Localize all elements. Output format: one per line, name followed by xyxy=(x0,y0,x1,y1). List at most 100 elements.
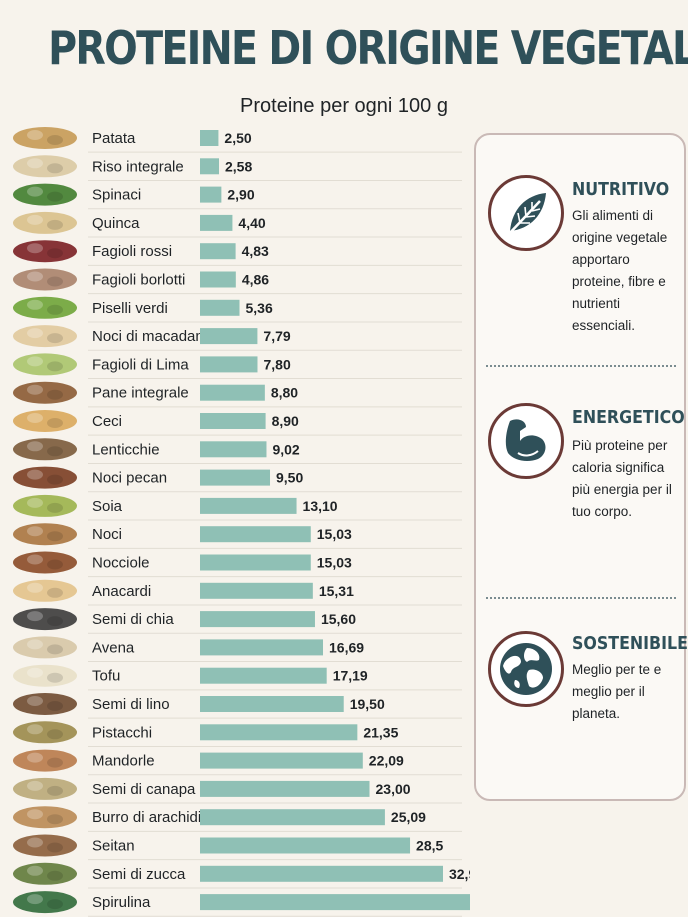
bar xyxy=(200,809,385,826)
food-image-shadow xyxy=(47,163,63,174)
bar xyxy=(200,413,266,429)
food-image-shadow xyxy=(47,899,63,910)
value-label: 28,5 xyxy=(416,838,443,854)
food-image-highlight xyxy=(27,554,43,565)
value-label: 16,69 xyxy=(329,639,364,655)
food-image-icon xyxy=(13,551,77,574)
food-image-icon xyxy=(13,664,77,687)
food-label: Soia xyxy=(92,498,123,515)
value-label: 9,50 xyxy=(276,470,303,486)
bar xyxy=(200,752,363,769)
food-image-shadow xyxy=(47,135,63,145)
food-label: Burro di arachidi xyxy=(92,809,201,826)
food-label: Semi di zucca xyxy=(92,866,186,883)
bar xyxy=(200,356,258,373)
food-image-highlight xyxy=(27,611,43,622)
bar xyxy=(200,243,236,260)
food-image-highlight xyxy=(27,837,43,848)
food-image-shadow xyxy=(47,785,63,796)
globe-icon xyxy=(488,631,564,707)
food-image-shadow xyxy=(47,361,63,372)
bar xyxy=(200,384,265,401)
panel-heading: ENERGETICO xyxy=(572,407,685,428)
food-image-highlight xyxy=(27,130,43,140)
food-image-shadow xyxy=(47,389,63,400)
food-image-icon xyxy=(13,325,77,348)
bar xyxy=(200,497,297,514)
food-image-icon xyxy=(13,410,77,432)
bar xyxy=(200,299,240,316)
food-image-highlight xyxy=(27,865,43,876)
value-label: 5,36 xyxy=(246,300,273,316)
food-image-icon xyxy=(13,183,77,206)
food-image-icon xyxy=(13,438,77,461)
bar xyxy=(200,639,324,656)
panel-text: Più proteine per caloria significa più e… xyxy=(572,438,672,519)
value-label: 9,02 xyxy=(272,441,299,457)
bar xyxy=(200,611,315,628)
food-image-icon xyxy=(13,636,77,659)
value-label: 8,80 xyxy=(271,385,298,401)
panel-section-sostenibile: SOSTENIBILE Meglio per te e meglio per i… xyxy=(476,631,688,801)
food-image-highlight xyxy=(27,299,43,310)
food-image-icon xyxy=(13,579,77,602)
food-label: Fagioli borlotti xyxy=(92,272,185,289)
food-image-highlight xyxy=(27,186,43,197)
food-image-highlight xyxy=(27,667,43,678)
chart-subtitle: Proteine per ogni 100 g xyxy=(240,95,448,117)
food-image-shadow xyxy=(47,191,63,202)
food-label: Semi di chia xyxy=(92,611,174,628)
food-image-icon xyxy=(13,296,77,319)
food-image-icon xyxy=(13,268,77,291)
value-label: 32,97 xyxy=(449,866,470,882)
bar xyxy=(200,780,370,797)
food-image-shadow xyxy=(47,304,63,315)
food-image-shadow xyxy=(47,446,63,457)
food-image-shadow xyxy=(47,418,63,428)
leaf-icon xyxy=(488,175,564,251)
food-label: Semi di canapa xyxy=(92,781,196,798)
bar xyxy=(200,130,219,146)
food-image-highlight xyxy=(27,497,43,508)
food-image-shadow xyxy=(47,814,63,825)
food-label: Piselli verdi xyxy=(92,300,168,317)
food-label: Pane integrale xyxy=(92,385,189,402)
food-image-shadow xyxy=(47,616,63,627)
bar xyxy=(200,696,344,712)
food-image-shadow xyxy=(47,219,63,230)
food-label: Noci di macadamia xyxy=(92,328,220,345)
value-label: 2,50 xyxy=(224,130,251,146)
food-label: Pistacchi xyxy=(92,724,152,741)
food-image-highlight xyxy=(27,214,43,225)
food-label: Patata xyxy=(92,130,136,147)
panel-heading: NUTRITIVO xyxy=(572,179,670,200)
food-image-highlight xyxy=(27,441,43,452)
food-image-shadow xyxy=(47,276,63,287)
food-image-icon xyxy=(13,608,77,631)
food-image-icon xyxy=(13,155,77,178)
food-image-highlight xyxy=(27,243,43,254)
value-label: 2,58 xyxy=(225,158,252,174)
food-label: Fagioli di Lima xyxy=(92,356,189,373)
food-image-highlight xyxy=(27,469,43,480)
food-image-highlight xyxy=(27,356,43,367)
food-image-highlight xyxy=(27,582,43,593)
food-image-shadow xyxy=(47,701,63,711)
value-label: 15,03 xyxy=(317,555,352,571)
food-image-highlight xyxy=(27,158,43,169)
food-image-icon xyxy=(13,240,77,263)
value-label: 8,90 xyxy=(272,413,299,429)
panel-text: Meglio per te e meglio per il planeta. xyxy=(572,662,662,721)
value-label: 17,19 xyxy=(333,668,368,684)
value-label: 15,03 xyxy=(317,526,352,542)
food-image-icon xyxy=(13,211,77,234)
food-image-highlight xyxy=(27,752,43,763)
bar xyxy=(200,271,236,288)
food-label: Noci pecan xyxy=(92,470,167,487)
value-label: 13,10 xyxy=(303,498,338,514)
food-image-icon xyxy=(13,693,77,715)
food-image-icon xyxy=(13,749,77,772)
food-label: Mandorle xyxy=(92,753,155,770)
panel-heading: SOSTENIBILE xyxy=(572,633,688,654)
value-label: 4,40 xyxy=(238,215,265,231)
